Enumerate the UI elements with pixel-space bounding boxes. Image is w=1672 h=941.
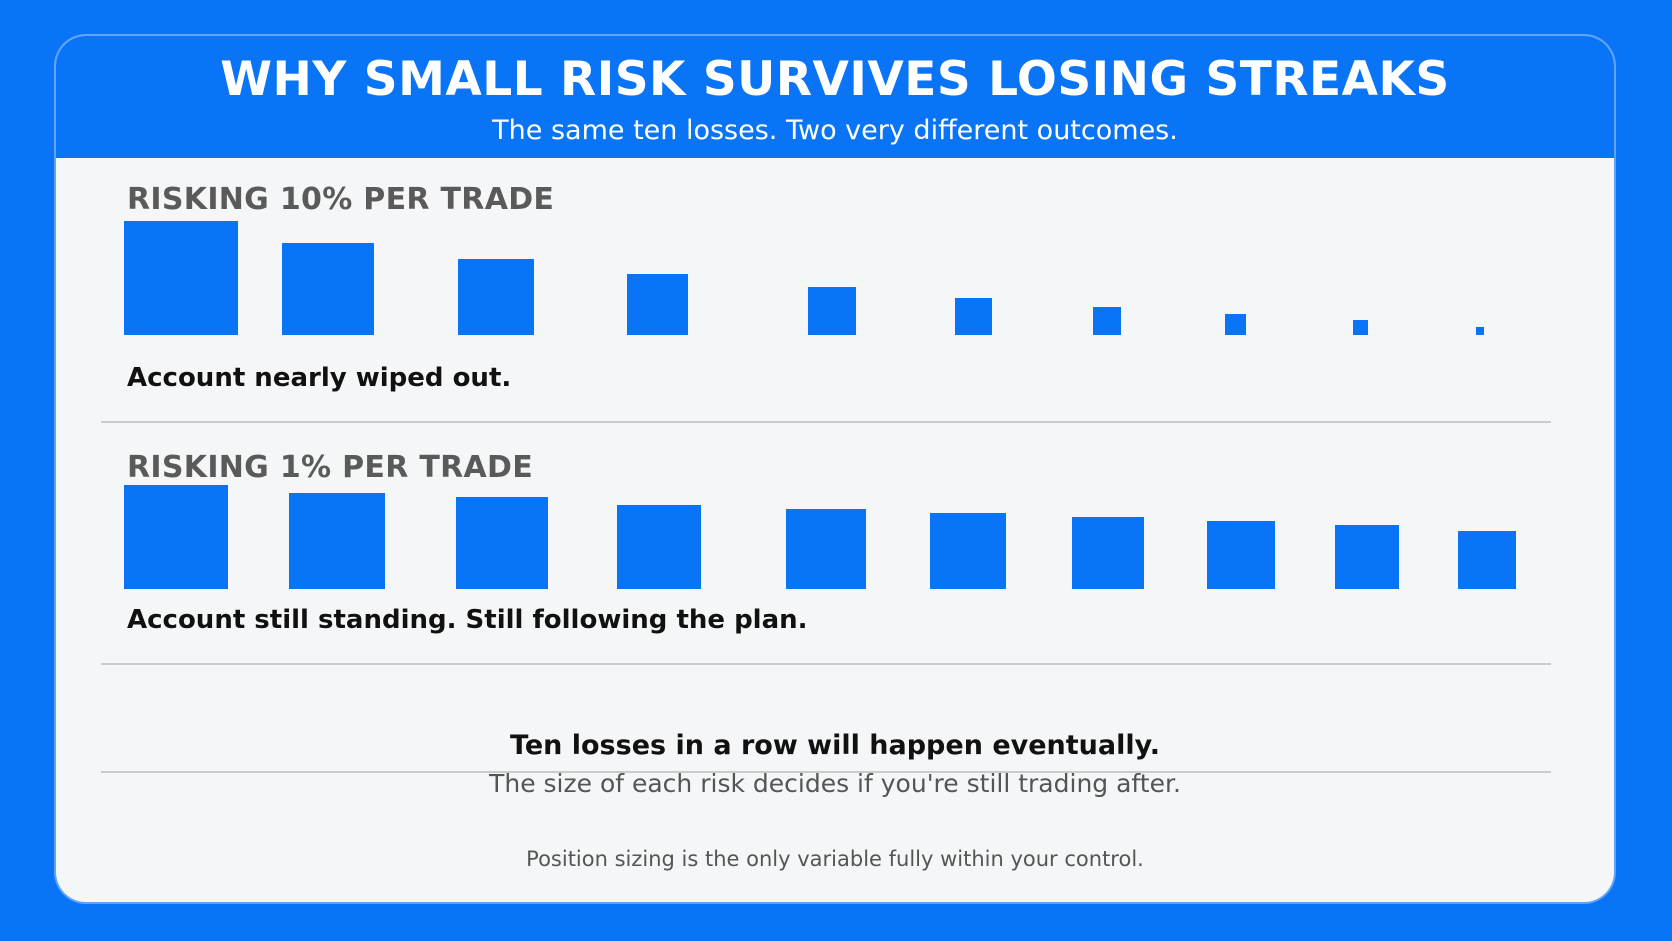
square-1-percent [456,497,548,589]
square-1-percent [617,505,701,589]
takeaway-subtext: The size of each risk decides if you're … [489,769,1181,798]
takeaway-headline: Ten losses in a row will happen eventual… [509,730,1161,761]
square-10-percent [124,221,238,335]
page-subtitle: The same ten losses. Two very different … [492,115,1178,146]
divider [101,771,1551,773]
divider [101,421,1551,423]
square-10-percent [458,259,534,335]
square-1-percent [289,493,385,589]
section-label-1-percent: RISKING 1% PER TRADE [127,450,534,485]
square-row-10-percent [56,221,1614,341]
section-label-10-percent: RISKING 10% PER TRADE [127,182,555,217]
footer-note: Position sizing is the only variable ful… [526,847,1144,871]
page-title: WHY SMALL RISK SURVIVES LOSING STREAKS [220,52,1450,107]
square-1-percent [1207,521,1275,589]
square-1-percent [124,485,228,589]
square-1-percent [1458,531,1516,589]
square-10-percent [626,274,688,335]
square-1-percent [1335,525,1399,589]
square-10-percent [808,287,856,335]
square-1-percent [1072,517,1144,589]
square-1-percent [930,513,1006,589]
divider [101,663,1551,665]
caption-10-percent: Account nearly wiped out. [127,363,512,393]
square-10-percent [1093,307,1121,335]
caption-1-percent: Account still standing. Still following … [127,605,808,635]
square-10-percent [1352,320,1368,335]
square-10-percent [282,243,374,335]
infographic-card: WHY SMALL RISK SURVIVES LOSING STREAKS T… [56,36,1614,902]
square-10-percent [1476,327,1484,335]
square-row-1-percent [56,485,1614,591]
square-10-percent [954,298,992,335]
square-10-percent [1224,314,1246,335]
square-1-percent [786,509,866,589]
header-banner: WHY SMALL RISK SURVIVES LOSING STREAKS T… [56,36,1614,158]
